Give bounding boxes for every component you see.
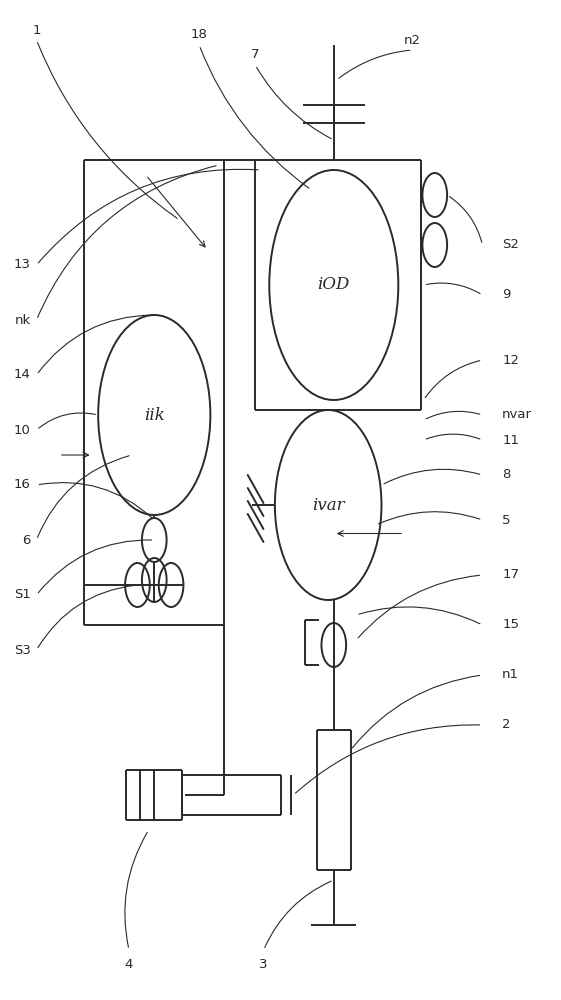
Text: S1: S1: [14, 588, 31, 601]
Text: 10: 10: [14, 424, 31, 436]
Text: 13: 13: [14, 258, 31, 271]
Text: 14: 14: [14, 368, 31, 381]
Text: 2: 2: [502, 718, 511, 732]
Text: 3: 3: [259, 958, 268, 971]
Text: S2: S2: [502, 238, 519, 251]
Text: 1: 1: [32, 23, 41, 36]
Text: 17: 17: [502, 568, 519, 581]
Text: n2: n2: [404, 33, 421, 46]
Text: 16: 16: [14, 479, 31, 491]
Text: 9: 9: [502, 288, 511, 301]
Text: nk: nk: [15, 314, 31, 327]
Text: 18: 18: [191, 28, 208, 41]
Text: 15: 15: [502, 618, 519, 632]
Text: 6: 6: [22, 534, 31, 546]
Text: 5: 5: [502, 514, 511, 526]
Text: 7: 7: [251, 48, 260, 62]
Text: 11: 11: [502, 434, 519, 446]
Text: 8: 8: [502, 468, 511, 482]
Text: n1: n1: [502, 669, 519, 682]
Text: nvar: nvar: [502, 408, 532, 422]
Text: 12: 12: [502, 354, 519, 366]
Text: 4: 4: [125, 958, 133, 971]
Text: ivar: ivar: [312, 496, 344, 514]
Text: S3: S3: [14, 644, 31, 656]
Text: iik: iik: [144, 406, 165, 424]
Text: iOD: iOD: [318, 276, 350, 293]
